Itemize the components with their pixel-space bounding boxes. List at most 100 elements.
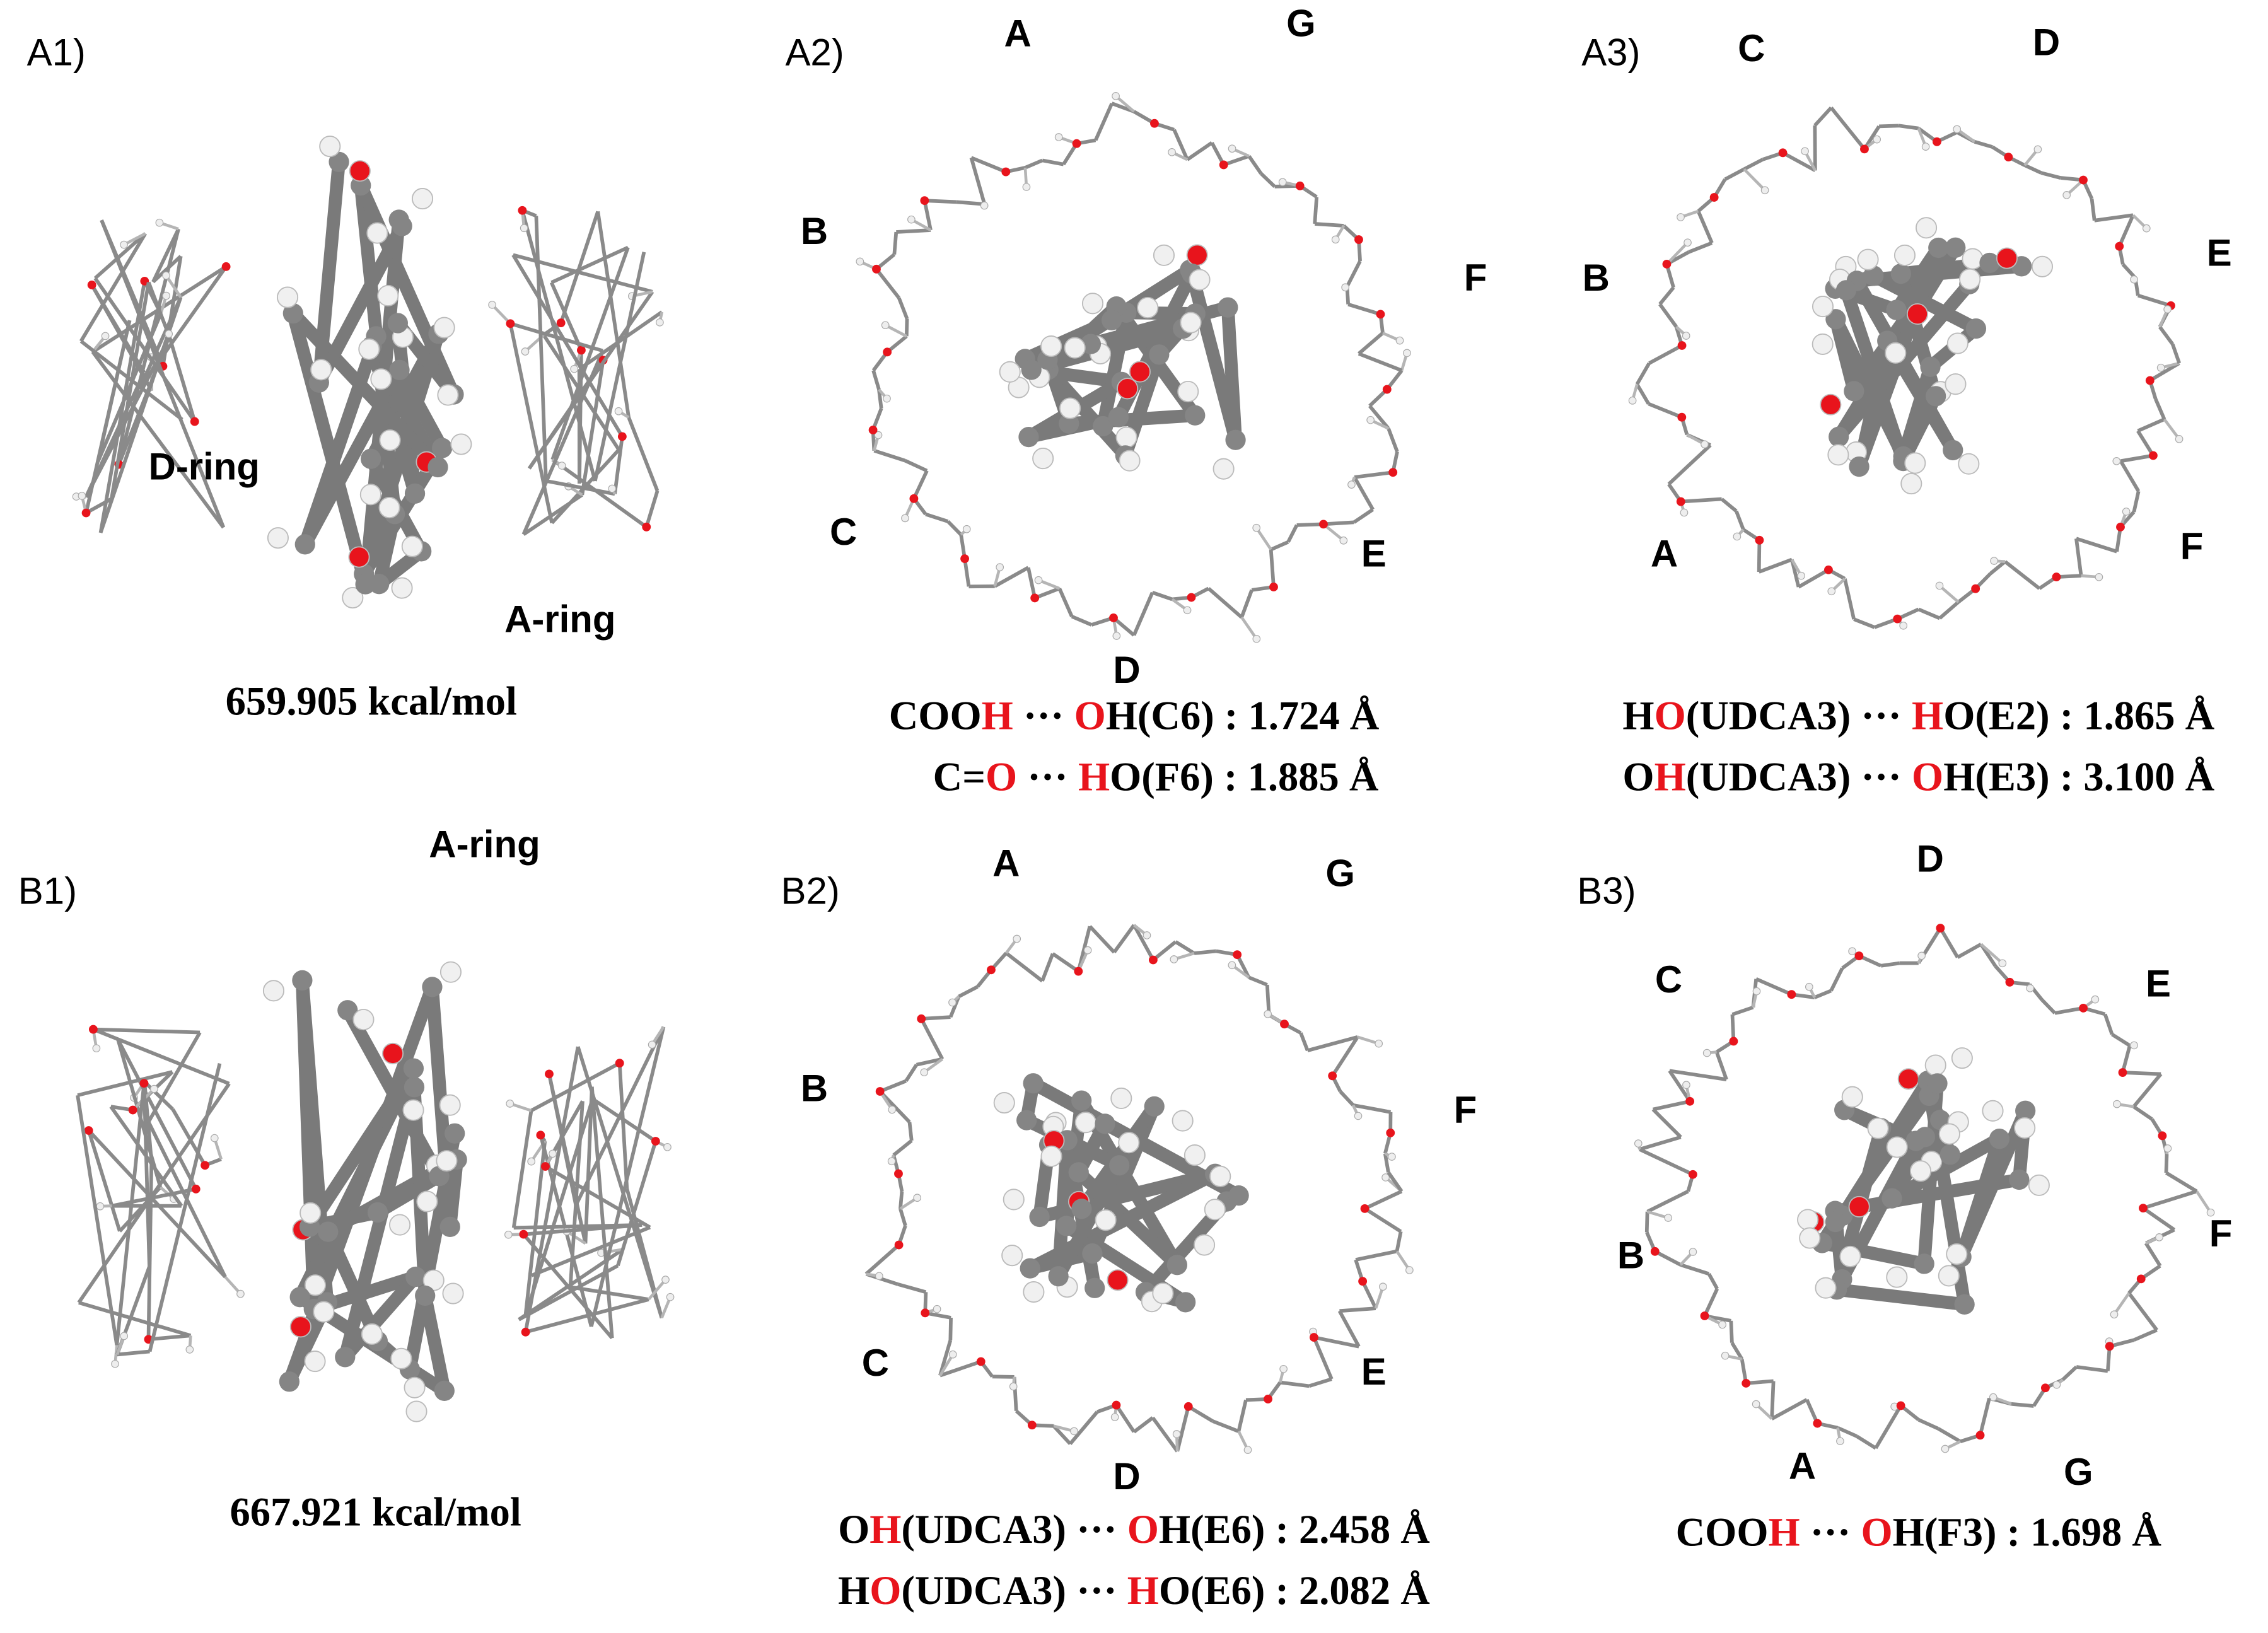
host-bond [1364, 1189, 1403, 1211]
hydrogen [1339, 536, 1348, 545]
host-bond [2004, 560, 2041, 590]
host-bond [1330, 1036, 1359, 1077]
hydrogen [648, 1040, 656, 1049]
host-bond [1980, 943, 2004, 965]
oxygen [1896, 1401, 1905, 1410]
hydrogen [506, 1100, 515, 1108]
guest-atom [1844, 381, 1864, 402]
hydrogen [1721, 1351, 1730, 1360]
host-bond [2163, 418, 2180, 440]
guest-oxygen [1129, 361, 1151, 383]
guest-hydrogen [391, 577, 413, 599]
host-bond [1938, 927, 1960, 958]
oxygen [2158, 1131, 2167, 1141]
guest-hydrogen [1893, 244, 1916, 266]
host-bond [2111, 1033, 2131, 1047]
caption-part: H(F3) : 1.698 Å [1893, 1510, 2162, 1555]
hydrogen [1682, 332, 1690, 340]
panel-label: A3) [1581, 32, 1640, 74]
host-bond [1345, 260, 1362, 288]
host-bond [547, 1073, 588, 1244]
host-bond [1387, 1171, 1404, 1193]
host-bond [1248, 975, 1268, 987]
host-bond [925, 512, 949, 523]
oxygen [1787, 990, 1796, 999]
oxygen [1112, 1400, 1121, 1410]
host-bond [1648, 402, 1683, 419]
host-bond [1352, 1103, 1392, 1114]
guest-atom [1890, 263, 1911, 284]
oxygen [1264, 1395, 1272, 1403]
hydrogen [2130, 275, 2138, 284]
oxygen [920, 196, 929, 206]
guest-atom [1018, 426, 1039, 448]
hydrogen [1718, 1320, 1726, 1329]
hydrogen [1664, 1214, 1673, 1222]
hydrogen [1689, 1248, 1697, 1256]
oxygen [81, 508, 91, 518]
host-bond [2120, 1045, 2132, 1073]
unit-label: D [1917, 838, 1944, 880]
hydrogen [1168, 148, 1176, 156]
host-bond [1735, 510, 1745, 531]
guest-hydrogen [1909, 1160, 1932, 1182]
guest-hydrogen [1958, 453, 1980, 475]
hydrogen [1634, 1139, 1643, 1148]
guest-hydrogen [378, 497, 400, 519]
guest-hydrogen [1900, 473, 1922, 495]
hydrogen [1022, 183, 1031, 191]
host-bond [1132, 1416, 1154, 1434]
hydrogen [980, 201, 989, 210]
host-bond [1829, 107, 1866, 151]
host-bond [1313, 197, 1319, 224]
host-bond [93, 232, 147, 280]
hydrogen [1331, 235, 1340, 244]
guest-hydrogen [402, 1099, 424, 1121]
caption: COOH ··· OH(C6) : 1.724 Å [889, 694, 1380, 738]
host-bond [2103, 1013, 2114, 1035]
host-bond [574, 1026, 666, 1206]
hydrogen [614, 407, 623, 416]
guest-atom [403, 1058, 424, 1079]
caption: OH(UDCA3) ··· OH(E3) : 3.100 Å [1622, 755, 2214, 799]
hydrogen [1827, 587, 1836, 596]
host-bond [904, 458, 928, 473]
hydrogen [549, 1149, 557, 1158]
host-bond [545, 479, 615, 496]
host-bond [77, 1070, 173, 1097]
host-bond [1314, 222, 1344, 228]
guest-hydrogen [262, 980, 285, 1002]
host-bond [2144, 1242, 2162, 1267]
host-bond [1247, 154, 1263, 175]
guest-atom [1965, 318, 1987, 339]
host-bond [2149, 361, 2180, 382]
host-bond [924, 199, 957, 204]
guest-bond [354, 178, 460, 401]
hydrogen [2163, 1144, 2172, 1153]
unit-label: D [1113, 1455, 1140, 1497]
host-bond [530, 1225, 651, 1277]
hydrogen [2052, 1380, 2061, 1389]
hydrogen [996, 563, 1004, 571]
host-bond [1853, 617, 1876, 629]
host-bond [970, 156, 1007, 174]
host-bond [549, 281, 583, 351]
host-bond [1269, 549, 1276, 588]
oxygen [617, 432, 627, 441]
host-bond [1696, 210, 1714, 244]
hydrogen [557, 462, 566, 470]
host-bond [1151, 1416, 1179, 1453]
hydrogen [120, 240, 128, 249]
host-bond [1707, 1272, 1719, 1290]
host-bond [1989, 560, 2006, 575]
guest-bond [1955, 1132, 2006, 1264]
guest-hydrogen [439, 961, 462, 983]
hydrogen [913, 1194, 922, 1202]
caption-part: (UDCA3) ··· [1686, 694, 1912, 738]
hydrogen [1034, 576, 1043, 584]
hydrogen [883, 394, 891, 403]
guest-bond [340, 1003, 446, 1183]
host-bond [1296, 522, 1324, 527]
